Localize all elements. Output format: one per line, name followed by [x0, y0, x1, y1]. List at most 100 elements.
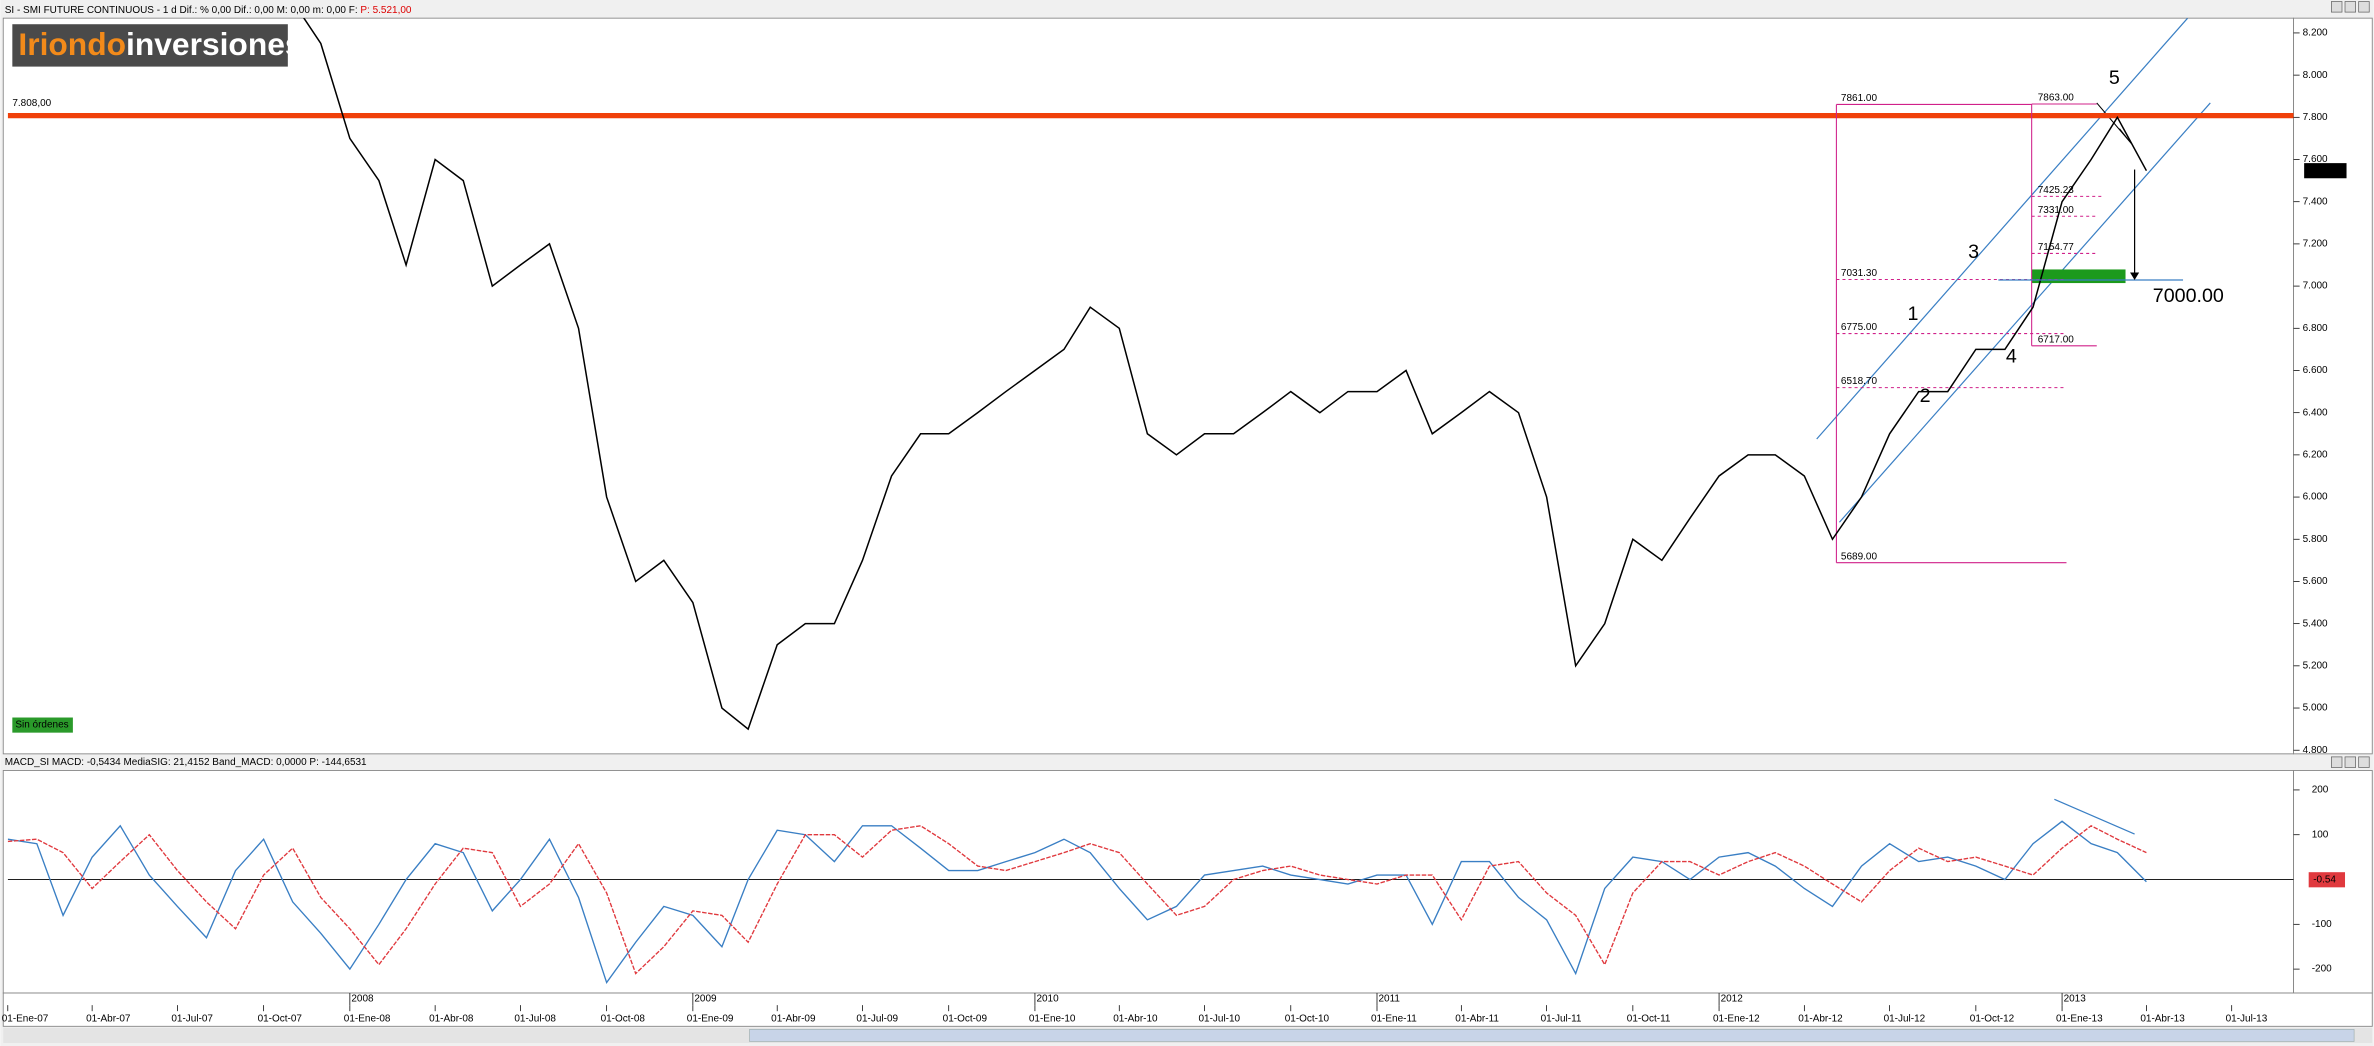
wave-label: 5: [2109, 67, 2120, 89]
year-label: 2011: [1379, 994, 1401, 1005]
x-tick-label: 01-Ene-10: [1029, 1013, 1076, 1024]
y-tick-label: 5.800: [2303, 534, 2328, 545]
y-tick-label: -200: [2312, 964, 2332, 975]
x-tick-label: 01-Oct-08: [601, 1013, 646, 1024]
fib-label: 5689.00: [1841, 551, 1878, 562]
x-tick-label: 01-Ene-07: [2, 1013, 49, 1024]
x-tick-label: 01-Jul-12: [1884, 1013, 1926, 1024]
last-macd-label: -0.54: [2313, 874, 2336, 885]
y-tick-label: 7.600: [2303, 154, 2328, 165]
close[interactable]: [2358, 1, 2370, 13]
fib-label: 6775.00: [1841, 322, 1878, 333]
x-tick-label: 01-Abr-09: [771, 1013, 816, 1024]
x-tick-label: 01-Ene-12: [1713, 1013, 1760, 1024]
year-label: 2009: [694, 994, 717, 1005]
x-tick-label: 01-Jul-08: [514, 1013, 556, 1024]
fib-label: 6518.70: [1841, 376, 1878, 387]
wave-label: 4: [2006, 345, 2017, 367]
x-tick-label: 01-Abr-13: [2140, 1013, 2185, 1024]
logo-box: [12, 24, 288, 67]
time-axis: [2, 992, 2373, 1027]
minimize[interactable]: [2331, 756, 2343, 768]
x-tick-label: 01-Oct-10: [1285, 1013, 1330, 1024]
year-label: 2012: [1721, 994, 1744, 1005]
y-tick-label: 5.200: [2303, 660, 2328, 671]
fib-label: 7031.30: [1841, 268, 1878, 279]
fib-label: 7154.77: [2038, 242, 2075, 253]
close[interactable]: [2358, 756, 2370, 768]
y-tick-label: 6.800: [2303, 323, 2328, 334]
price-plot: [7, 18, 2294, 731]
year-label: 2013: [2064, 994, 2087, 1005]
x-tick-label: 01-Ene-08: [344, 1013, 391, 1024]
macd-plot: [7, 798, 2294, 985]
x-tick-label: 01-Oct-11: [1627, 1013, 1671, 1024]
fib-label: 7863.00: [2038, 93, 2075, 104]
y-tick-label: 7.200: [2303, 239, 2328, 250]
year-label: 2010: [1036, 994, 1059, 1005]
logo: Iriondoinversiones: [18, 26, 302, 62]
y-tick-label: 200: [2312, 785, 2329, 796]
y-tick-label: 5.000: [2303, 703, 2328, 714]
macd-header: MACD_SI MACD: -0,5434 MediaSIG: 21,4152 …: [5, 757, 367, 768]
header-text: SI - SMI FUTURE CONTINUOUS - 1 d Dif.: %…: [5, 4, 361, 15]
macd-panel: [2, 770, 2295, 994]
x-tick-label: 01-Jul-13: [2226, 1013, 2268, 1024]
orders-text: Sin órdenes: [15, 720, 68, 731]
x-tick-label: 01-Oct-09: [943, 1013, 988, 1024]
resistance-label: 7.808,00: [12, 98, 51, 109]
y-tick-label: 6.000: [2303, 492, 2328, 503]
last-price-label: 7.547: [2309, 165, 2334, 176]
x-tick-label: 01-Ene-09: [687, 1013, 734, 1024]
fib-label: 7331.00: [2038, 205, 2075, 216]
y-tick-label: 5.400: [2303, 618, 2328, 629]
channel-upper: [1816, 18, 2189, 440]
maximize[interactable]: [2344, 756, 2356, 768]
x-tick-label: 01-Abr-10: [1113, 1013, 1158, 1024]
y-tick-label: 8.000: [2303, 70, 2328, 81]
orders-badge: [12, 717, 73, 733]
logo-b: inversiones: [126, 26, 303, 62]
x-tick-label: 01-Jul-09: [856, 1013, 898, 1024]
y-tick-label: 6.400: [2303, 407, 2328, 418]
arrow-head: [2130, 272, 2140, 281]
x-tick-label: 01-Ene-13: [2056, 1013, 2103, 1024]
channel-lower: [1838, 102, 2211, 523]
y-tick-label: 8.200: [2303, 28, 2328, 39]
macd-line: [7, 824, 2147, 975]
macd-trendline: [2054, 798, 2135, 835]
target-label: 7000.00: [2153, 285, 2224, 307]
price-panel: [2, 17, 2295, 755]
y-tick-label: -100: [2312, 919, 2332, 930]
x-tick-label: 01-Ene-11: [1371, 1013, 1417, 1024]
y-tick-label: 7.000: [2303, 281, 2328, 292]
scroll-thumb[interactable]: [749, 1029, 2355, 1042]
header-price: P: 5.521,00: [360, 4, 412, 15]
chart-header: SI - SMI FUTURE CONTINUOUS - 1 d Dif.: %…: [5, 4, 412, 15]
x-tick-label: 01-Abr-08: [429, 1013, 474, 1024]
x-tick-label: 01-Abr-11: [1455, 1013, 1499, 1024]
fib-label: 7861.00: [1841, 93, 1878, 104]
y-tick-label: 7.400: [2303, 196, 2328, 207]
target-zone: [2031, 269, 2126, 284]
y-tick-label: 6.200: [2303, 450, 2328, 461]
wave-label: 2: [1920, 385, 1931, 407]
year-label: 2008: [351, 994, 374, 1005]
fib-label: 6717.00: [2038, 334, 2075, 345]
minimize[interactable]: [2331, 1, 2343, 13]
x-tick-label: 01-Jul-07: [171, 1013, 213, 1024]
x-tick-label: 01-Abr-07: [86, 1013, 131, 1024]
y-tick-label: 7.800: [2303, 112, 2328, 123]
x-tick-label: 01-Oct-12: [1970, 1013, 2015, 1024]
x-tick-label: 01-Abr-12: [1798, 1013, 1843, 1024]
x-tick-label: 01-Oct-07: [258, 1013, 303, 1024]
fib-label: 7425.23: [2038, 185, 2075, 196]
last-macd-box: [2308, 872, 2346, 888]
y-tick-label: 6.600: [2303, 365, 2328, 376]
maximize[interactable]: [2344, 1, 2356, 13]
logo-a: Iriondo: [18, 26, 126, 62]
price-line: [303, 18, 2148, 731]
y-tick-label: 100: [2312, 829, 2329, 840]
wave-label: 3: [1968, 241, 1979, 263]
